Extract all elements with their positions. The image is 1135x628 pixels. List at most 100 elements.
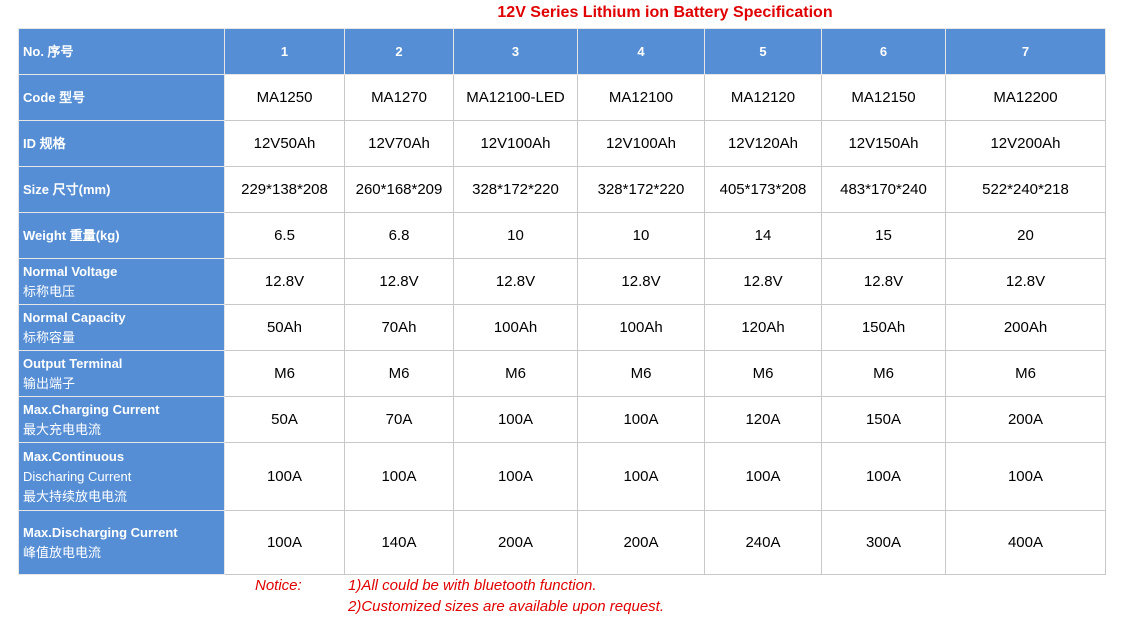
cell: 6.8: [344, 212, 454, 259]
cell: 100A: [577, 442, 705, 511]
cell: 70Ah: [344, 304, 454, 351]
cell: 483*170*240: [821, 166, 946, 213]
cell: M6: [344, 350, 454, 397]
cell: 14: [704, 212, 822, 259]
label-line: 峰值放电电流: [23, 544, 102, 560]
cell: 120A: [704, 396, 822, 443]
cell: 12V100Ah: [577, 120, 705, 167]
header-row: No. 序号 1 2 3 4 5 6 7: [18, 28, 1106, 75]
cell: 150A: [821, 396, 946, 443]
row-label: Max.Charging Current 最大充电电流: [18, 396, 225, 443]
cell: 100A: [945, 442, 1106, 511]
cell: 6.5: [224, 212, 345, 259]
cell: MA1250: [224, 74, 345, 121]
spec-table: No. 序号 1 2 3 4 5 6 7 Code 型号 MA1250 MA1270 MA12100-…: [18, 28, 1106, 575]
cell: M6: [577, 350, 705, 397]
row: Weight 重量(kg) 6.5 6.8 10 10 14 15 20: [18, 212, 1106, 259]
cell: 300A: [821, 510, 946, 575]
row-label: Weight 重量(kg): [18, 212, 225, 259]
cell: 12V150Ah: [821, 120, 946, 167]
row-label: Normal Capacity 标称容量: [18, 304, 225, 351]
cell: 100A: [577, 396, 705, 443]
cell: M6: [704, 350, 822, 397]
cell: 12V200Ah: [945, 120, 1106, 167]
label-line: 最大持续放电电流: [23, 488, 128, 504]
cell: 12.8V: [453, 258, 578, 305]
cell: 200A: [453, 510, 578, 575]
cell: 12.8V: [704, 258, 822, 305]
cell: M6: [224, 350, 345, 397]
cell: 229*138*208: [224, 166, 345, 213]
cell: 100A: [821, 442, 946, 511]
cell: MA12150: [821, 74, 946, 121]
label-line: Discharing Current: [23, 468, 132, 484]
cell: 100A: [453, 442, 578, 511]
cell: 12V100Ah: [453, 120, 578, 167]
row: Max.Continuous Discharing Current 最大持续放电电流…: [18, 442, 1106, 511]
cell: 260*168*209: [344, 166, 454, 213]
cell: 12.8V: [945, 258, 1106, 305]
label-line: Max.Continuous: [23, 448, 125, 464]
cell: 15: [821, 212, 946, 259]
notice-label: Notice:: [255, 577, 302, 594]
cell: 50Ah: [224, 304, 345, 351]
label-line: ID 规格: [23, 135, 66, 151]
cell: 150Ah: [821, 304, 946, 351]
label-line: Max.Charging Current: [23, 401, 160, 417]
row: Normal Capacity 标称容量 50Ah 70Ah 100Ah 100Ah 120…: [18, 304, 1106, 351]
cell: MA12120: [704, 74, 822, 121]
cell: 20: [945, 212, 1106, 259]
cell: 4: [577, 28, 705, 75]
cell: 200A: [577, 510, 705, 575]
cell: 12V70Ah: [344, 120, 454, 167]
title: 12V Series Lithium ion Battery Specifica…: [497, 4, 833, 21]
row-label: Code 型号: [18, 74, 225, 121]
cell: 10: [453, 212, 578, 259]
row-label: ID 规格: [18, 120, 225, 167]
cell: 328*172*220: [577, 166, 705, 213]
label-line: Weight 重量(kg): [23, 227, 120, 243]
cell: 328*172*220: [453, 166, 578, 213]
label-line: 最大充电电流: [23, 421, 102, 437]
cell: 100A: [704, 442, 822, 511]
label-line: Output Terminal: [23, 355, 123, 371]
cell: 12V50Ah: [224, 120, 345, 167]
label-line: 标称电压: [23, 283, 76, 299]
label-line: Size 尺寸(mm): [23, 181, 111, 197]
cell: 70A: [344, 396, 454, 443]
cell: MA12100-LED: [453, 74, 578, 121]
row: Max.Discharging Current 峰值放电电流 100A 140A 200…: [18, 510, 1106, 575]
cell: MA1270: [344, 74, 454, 121]
cell: 12V120Ah: [704, 120, 822, 167]
cell: 10: [577, 212, 705, 259]
cell: 140A: [344, 510, 454, 575]
cell: 7: [945, 28, 1106, 75]
cell: 3: [453, 28, 578, 75]
cell: MA12200: [945, 74, 1106, 121]
row-label: Max.Discharging Current 峰值放电电流: [18, 510, 225, 575]
cell: MA12100: [577, 74, 705, 121]
cell: 1: [224, 28, 345, 75]
cell: 522*240*218: [945, 166, 1106, 213]
label-line: Code 型号: [23, 89, 86, 105]
row-label: Max.Continuous Discharing Current 最大持续放电电流: [18, 442, 225, 511]
row-label: Output Terminal 输出端子: [18, 350, 225, 397]
row: Output Terminal 输出端子 M6 M6 M6 M6 M6 M6 M6: [18, 350, 1106, 397]
cell: 100A: [224, 510, 345, 575]
cell: 100Ah: [577, 304, 705, 351]
cell: 100A: [224, 442, 345, 511]
cell: 100A: [344, 442, 454, 511]
cell: 200Ah: [945, 304, 1106, 351]
row-label: Normal Voltage 标称电压: [18, 258, 225, 305]
cell: 2: [344, 28, 454, 75]
label-line: 标称容量: [23, 329, 76, 345]
row-label: Size 尺寸(mm): [18, 166, 225, 213]
row: Normal Voltage 标称电压 12.8V 12.8V 12.8V 12.8V 12…: [18, 258, 1106, 305]
cell: 100A: [453, 396, 578, 443]
cell: 200A: [945, 396, 1106, 443]
cell: 240A: [704, 510, 822, 575]
cell: 100Ah: [453, 304, 578, 351]
label-line: Normal Voltage: [23, 263, 118, 279]
notice-line: 1)All could be with bluetooth function.: [348, 577, 597, 594]
